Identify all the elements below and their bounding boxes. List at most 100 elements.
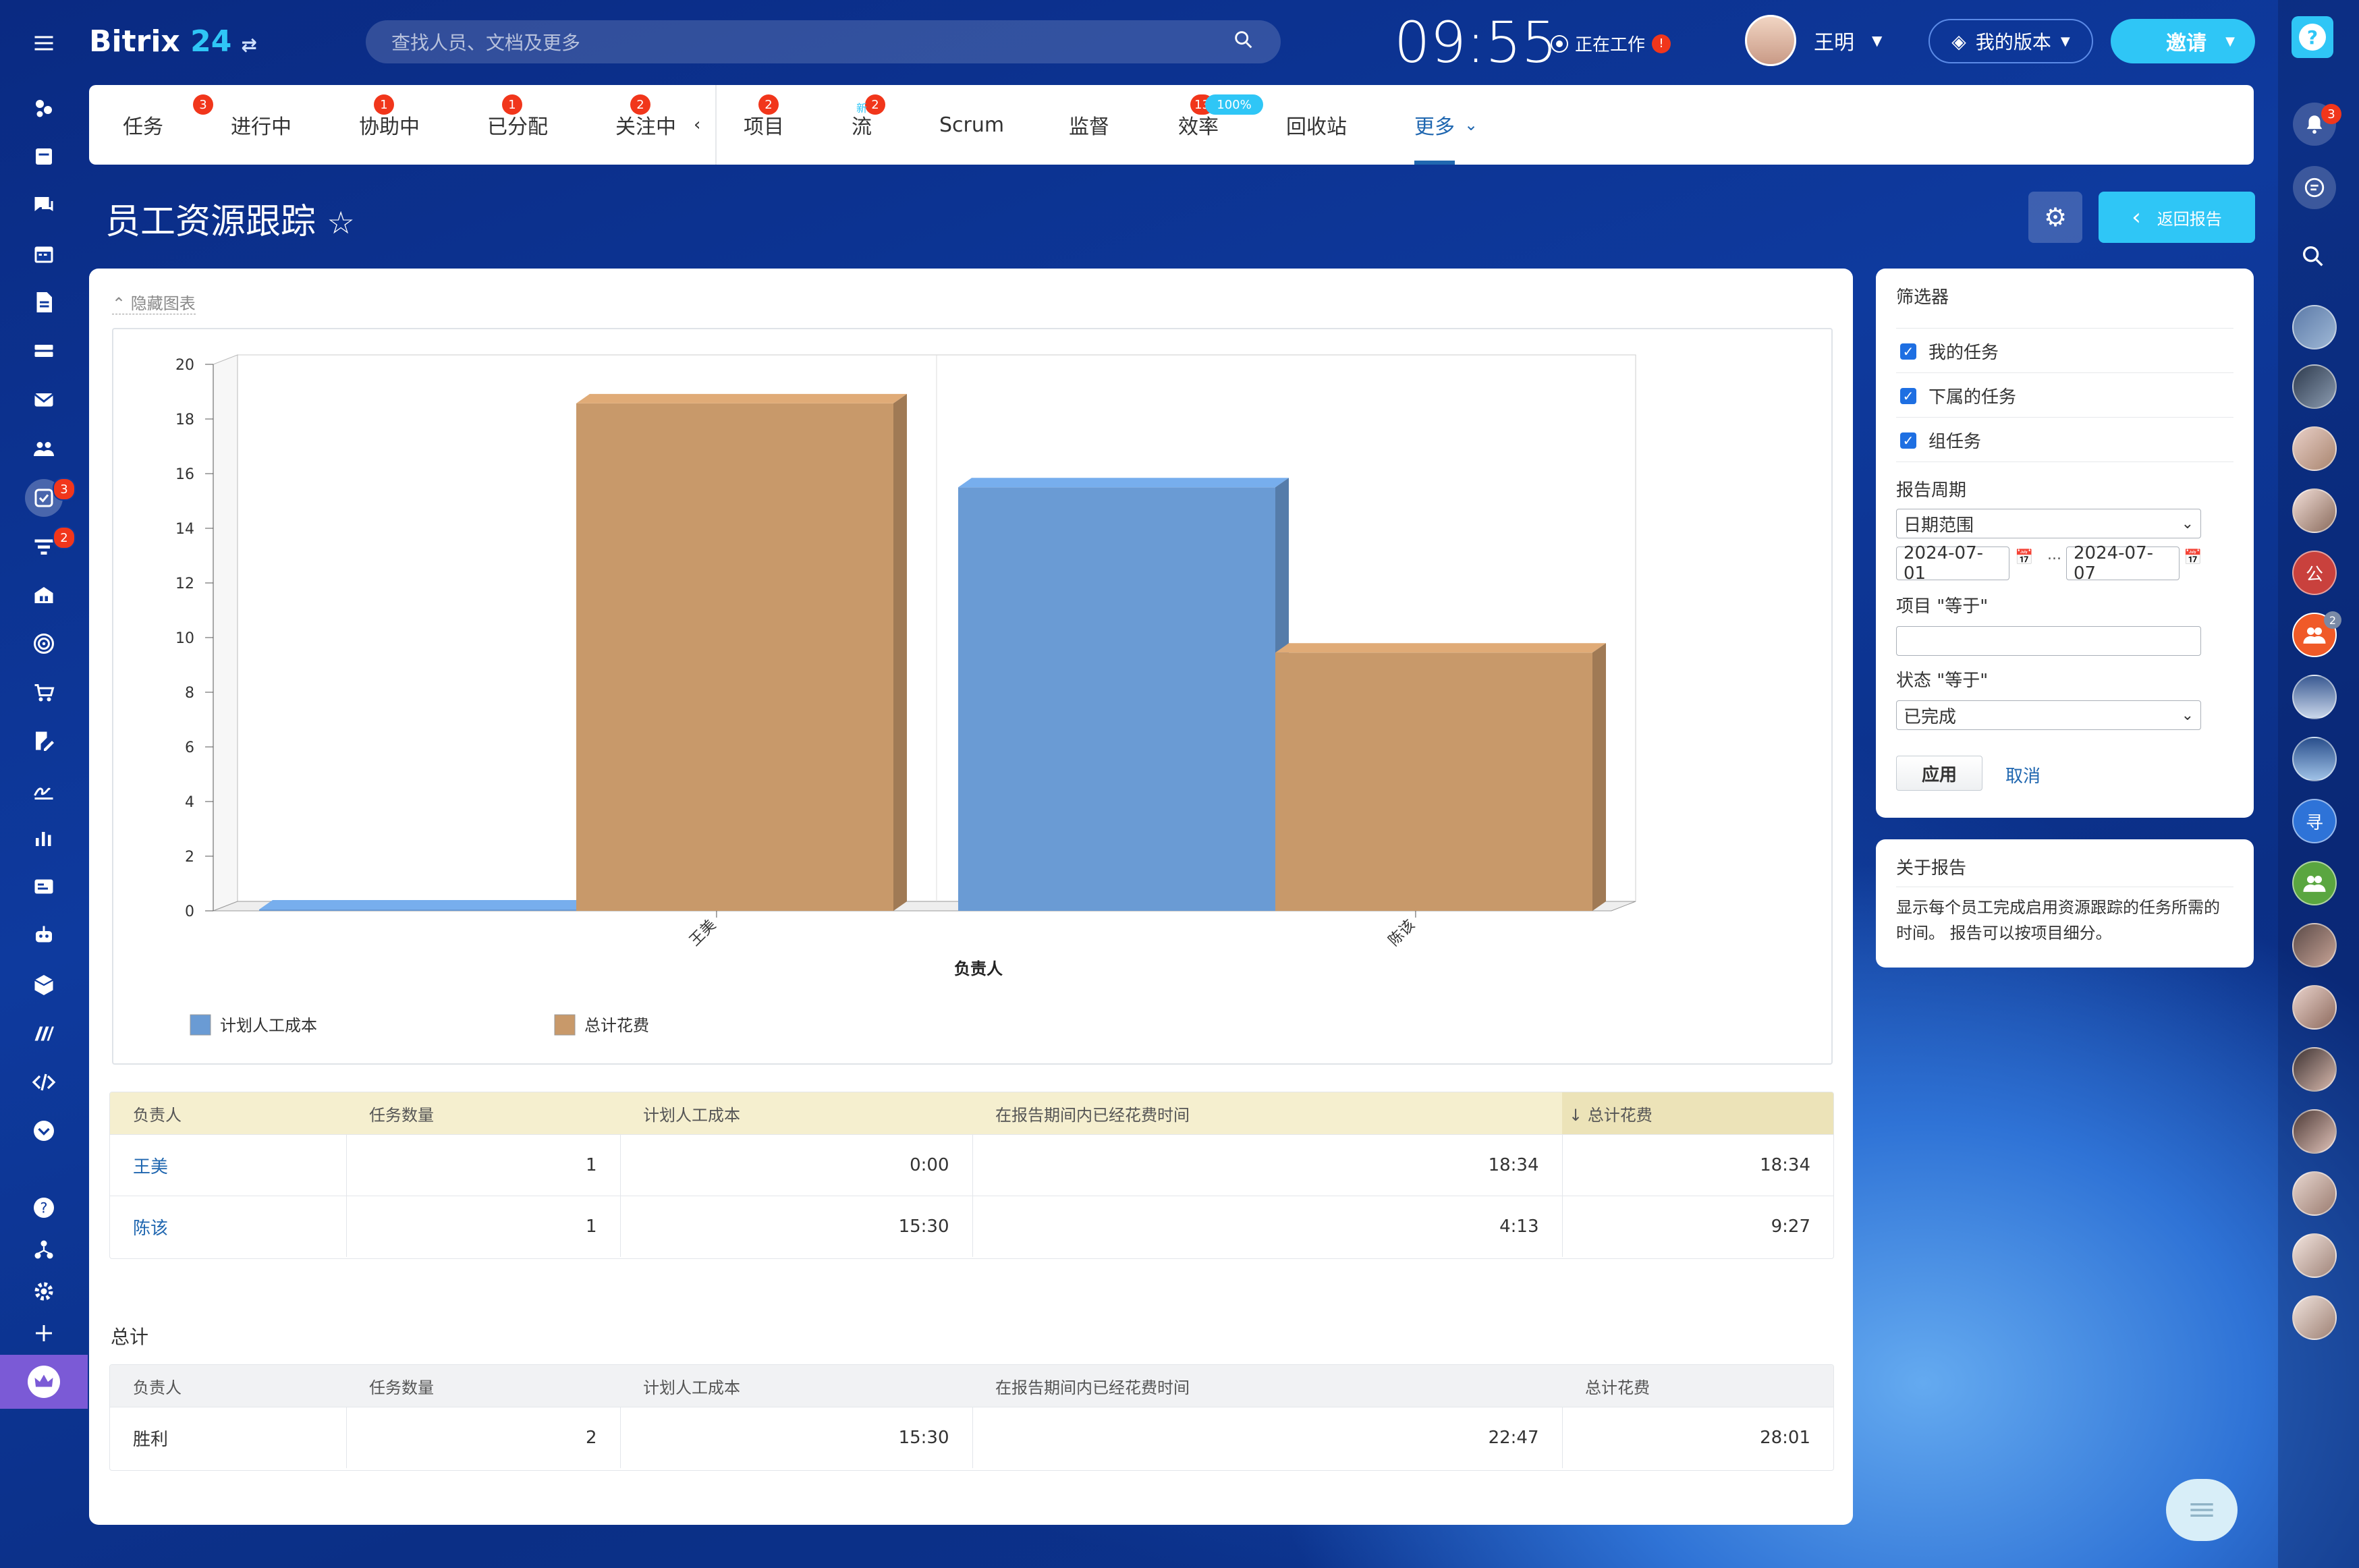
search-icon[interactable]: [1232, 28, 1255, 56]
tab-more[interactable]: 更多 ⌄: [1414, 85, 1478, 165]
tab-flow[interactable]: 流新: [852, 85, 872, 165]
col-header-sorted[interactable]: ↓ 总计花费: [1562, 1092, 1833, 1135]
document-icon[interactable]: [29, 287, 59, 317]
settings-button[interactable]: ⚙: [2028, 192, 2082, 243]
bar-0-0: [259, 909, 576, 911]
status-select[interactable]: 已完成 ⌄: [1896, 700, 2201, 730]
feed-icon[interactable]: [29, 93, 59, 123]
tab-in-progress[interactable]: 进行中 1: [231, 85, 394, 165]
tab-projects[interactable]: 项目 2: [744, 85, 885, 165]
calendar-icon[interactable]: [29, 239, 59, 269]
group-chat-avatar[interactable]: 公: [2292, 551, 2337, 595]
apply-button[interactable]: 应用: [1896, 756, 1982, 791]
cell: 0:00: [619, 1134, 972, 1196]
box-icon[interactable]: [29, 970, 59, 1000]
contact-avatar[interactable]: [2292, 1233, 2337, 1278]
tab-following[interactable]: 关注中 2 ‹: [615, 85, 779, 165]
logo-settings-icon[interactable]: ⇄: [241, 34, 257, 56]
menu-icon[interactable]: [29, 28, 59, 58]
project-input[interactable]: [1896, 626, 2201, 656]
contact-avatar[interactable]: [2292, 1171, 2337, 1216]
analytics-icon[interactable]: [29, 823, 59, 853]
employees-icon[interactable]: [29, 433, 59, 463]
tasks-list-icon[interactable]: [29, 142, 59, 171]
more-down-icon[interactable]: [29, 1116, 59, 1146]
hide-chart-link[interactable]: ⌃ 隐藏图表: [112, 290, 196, 314]
robot-icon[interactable]: [29, 920, 59, 950]
work-status[interactable]: 正在工作 !: [1551, 31, 1671, 56]
tab-tasks[interactable]: 任务 3: [123, 85, 213, 165]
contact-avatar[interactable]: [2292, 923, 2337, 968]
sites-icon[interactable]: [29, 1019, 59, 1048]
mail-icon[interactable]: [29, 385, 59, 414]
edit-doc-icon[interactable]: [29, 726, 59, 756]
add-icon[interactable]: [29, 1318, 59, 1348]
cell: 28:01: [1561, 1407, 1833, 1468]
assignee-link[interactable]: 陈该: [110, 1196, 346, 1257]
assignee-link[interactable]: 王美: [110, 1134, 346, 1196]
tab-assigned[interactable]: 已分配 2: [487, 85, 650, 165]
contact-avatar[interactable]: [2292, 364, 2337, 409]
target-icon[interactable]: [29, 629, 59, 659]
col-header[interactable]: 负责人: [133, 1105, 182, 1125]
checkbox-checked-icon: ✓: [1900, 387, 1916, 404]
company-icon[interactable]: [29, 580, 59, 610]
contact-avatar[interactable]: [2292, 985, 2337, 1030]
notifications-badge: 3: [2321, 104, 2341, 124]
user-menu[interactable]: 王明 ▼: [1745, 15, 1882, 66]
filter-check-subordinate-tasks[interactable]: ✓ 下属的任务: [1900, 383, 2016, 408]
contact-avatar[interactable]: [2292, 305, 2337, 349]
invite-button[interactable]: 邀请 ▼: [2111, 19, 2255, 63]
search-chat-avatar[interactable]: 寻: [2292, 799, 2337, 843]
filter-check-my-tasks[interactable]: ✓ 我的任务: [1900, 339, 1999, 364]
help-icon[interactable]: ?: [29, 1193, 59, 1223]
my-version-button[interactable]: ◈ 我的版本 ▼: [1928, 19, 2093, 63]
period-select[interactable]: 日期范围 ⌄: [1896, 509, 2201, 538]
cart-icon[interactable]: [29, 677, 59, 707]
contact-avatar[interactable]: [2292, 488, 2337, 533]
help-button[interactable]: ?: [2292, 16, 2333, 58]
star-icon[interactable]: ☆: [327, 204, 355, 241]
bar-0-1: [958, 487, 1275, 911]
date-to-input[interactable]: 2024-07-07: [2066, 543, 2180, 584]
app-logo[interactable]: Bitrix 24 ⇄: [89, 24, 257, 59]
contact-avatar[interactable]: [2292, 737, 2337, 781]
contact-avatar[interactable]: [2292, 1109, 2337, 1154]
signature-icon[interactable]: [29, 775, 59, 804]
filter-funnel-icon[interactable]: [29, 532, 59, 561]
calendar-icon[interactable]: 📅: [2184, 549, 2202, 566]
sitemap-icon[interactable]: [29, 1235, 59, 1264]
code-icon[interactable]: [29, 1067, 59, 1097]
date-from-input[interactable]: 2024-07-01: [1896, 543, 2009, 584]
group-avatar[interactable]: [2292, 861, 2337, 905]
tab-supervision[interactable]: 监督 13: [1069, 85, 1214, 165]
calendar-icon[interactable]: 📅: [2015, 549, 2034, 566]
filter-check-group-tasks[interactable]: ✓ 组任务: [1900, 428, 1981, 453]
tab-recycle-bin[interactable]: 回收站: [1286, 115, 1347, 139]
messenger-button[interactable]: [2293, 166, 2336, 209]
tab-scrum[interactable]: Scrum: [939, 113, 1005, 137]
col-header[interactable]: 计划人工成本: [643, 1105, 740, 1125]
chevron-left-icon[interactable]: ‹: [694, 115, 701, 135]
contact-avatar[interactable]: [2292, 1295, 2337, 1340]
chat-icon[interactable]: [29, 190, 59, 220]
tab-assisting[interactable]: 协助中 1: [359, 85, 522, 165]
cancel-link[interactable]: 取消: [2005, 766, 2041, 787]
search-icon[interactable]: [2300, 243, 2327, 273]
col-header[interactable]: 在报告期间内已经花费时间: [995, 1105, 1190, 1125]
back-to-reports-button[interactable]: ‹ 返回报告: [2099, 192, 2255, 243]
y-tick-label: 14: [175, 521, 194, 538]
search-input[interactable]: 查找人员、文档及更多: [366, 20, 1281, 63]
contact-avatar[interactable]: [2292, 675, 2337, 719]
col-header[interactable]: 任务数量: [369, 1105, 434, 1125]
drive-icon[interactable]: [29, 336, 59, 366]
id-card-icon[interactable]: [29, 872, 59, 901]
contact-avatar[interactable]: [2292, 1047, 2337, 1092]
floating-chat-button[interactable]: [2166, 1479, 2238, 1541]
settings-icon[interactable]: [29, 1277, 59, 1306]
divider: [1896, 328, 2233, 329]
crown-icon[interactable]: [28, 1366, 60, 1398]
contact-avatar[interactable]: [2292, 426, 2337, 471]
tab-efficiency[interactable]: 效率 100%: [1178, 85, 1263, 165]
chevron-down-icon[interactable]: ▼: [2225, 34, 2235, 49]
